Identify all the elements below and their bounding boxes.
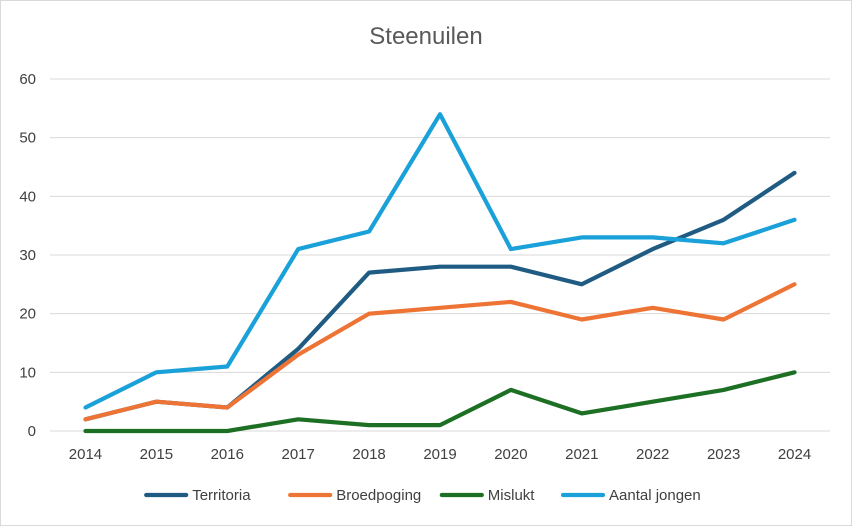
legend-label: Territoria [192, 487, 251, 504]
x-tick-label: 2023 [707, 446, 740, 463]
series-line-mislukt [83, 370, 797, 434]
x-tick-label: 2016 [211, 446, 244, 463]
x-tick-label: 2022 [636, 446, 669, 463]
y-tick-label: 0 [28, 423, 36, 440]
legend-label: Mislukt [488, 487, 536, 504]
legend-label: Aantal jongen [609, 487, 701, 504]
legend: Territoria Broedpoging Mislukt Aantal jonge… [144, 487, 701, 504]
y-tick-label: 40 [19, 188, 36, 205]
y-tick-label: 20 [19, 306, 36, 323]
x-tick-label: 2015 [140, 446, 173, 463]
x-tick-label: 2021 [565, 446, 598, 463]
legend-item: Mislukt [439, 487, 536, 504]
y-axis-ticks: 0 10 20 30 40 50 60 [19, 71, 36, 440]
y-tick-label: 50 [19, 130, 36, 147]
y-tick-label: 60 [19, 71, 36, 88]
legend-item: Territoria [144, 487, 251, 504]
x-tick-label: 2014 [69, 446, 102, 463]
series-line-aantal-jongen [83, 112, 797, 410]
series-line-broedpoging [83, 282, 797, 422]
x-tick-label: 2024 [778, 446, 811, 463]
x-tick-label: 2019 [423, 446, 456, 463]
legend-label: Broedpoging [336, 487, 421, 504]
legend-item: Aantal jongen [560, 487, 701, 504]
x-tick-label: 2018 [352, 446, 385, 463]
series-lines [83, 112, 797, 434]
x-axis-ticks: 2014 2015 2016 2017 2018 2019 2020 2021 2022 2023… [69, 446, 811, 463]
y-tick-label: 10 [19, 364, 36, 381]
x-tick-label: 2017 [281, 446, 314, 463]
series-line-territoria [83, 170, 797, 422]
gridlines [50, 78, 830, 432]
x-tick-label: 2020 [494, 446, 527, 463]
y-tick-label: 30 [19, 247, 36, 264]
legend-item: Broedpoging [288, 487, 421, 504]
chart-title: Steenuilen [369, 23, 482, 50]
